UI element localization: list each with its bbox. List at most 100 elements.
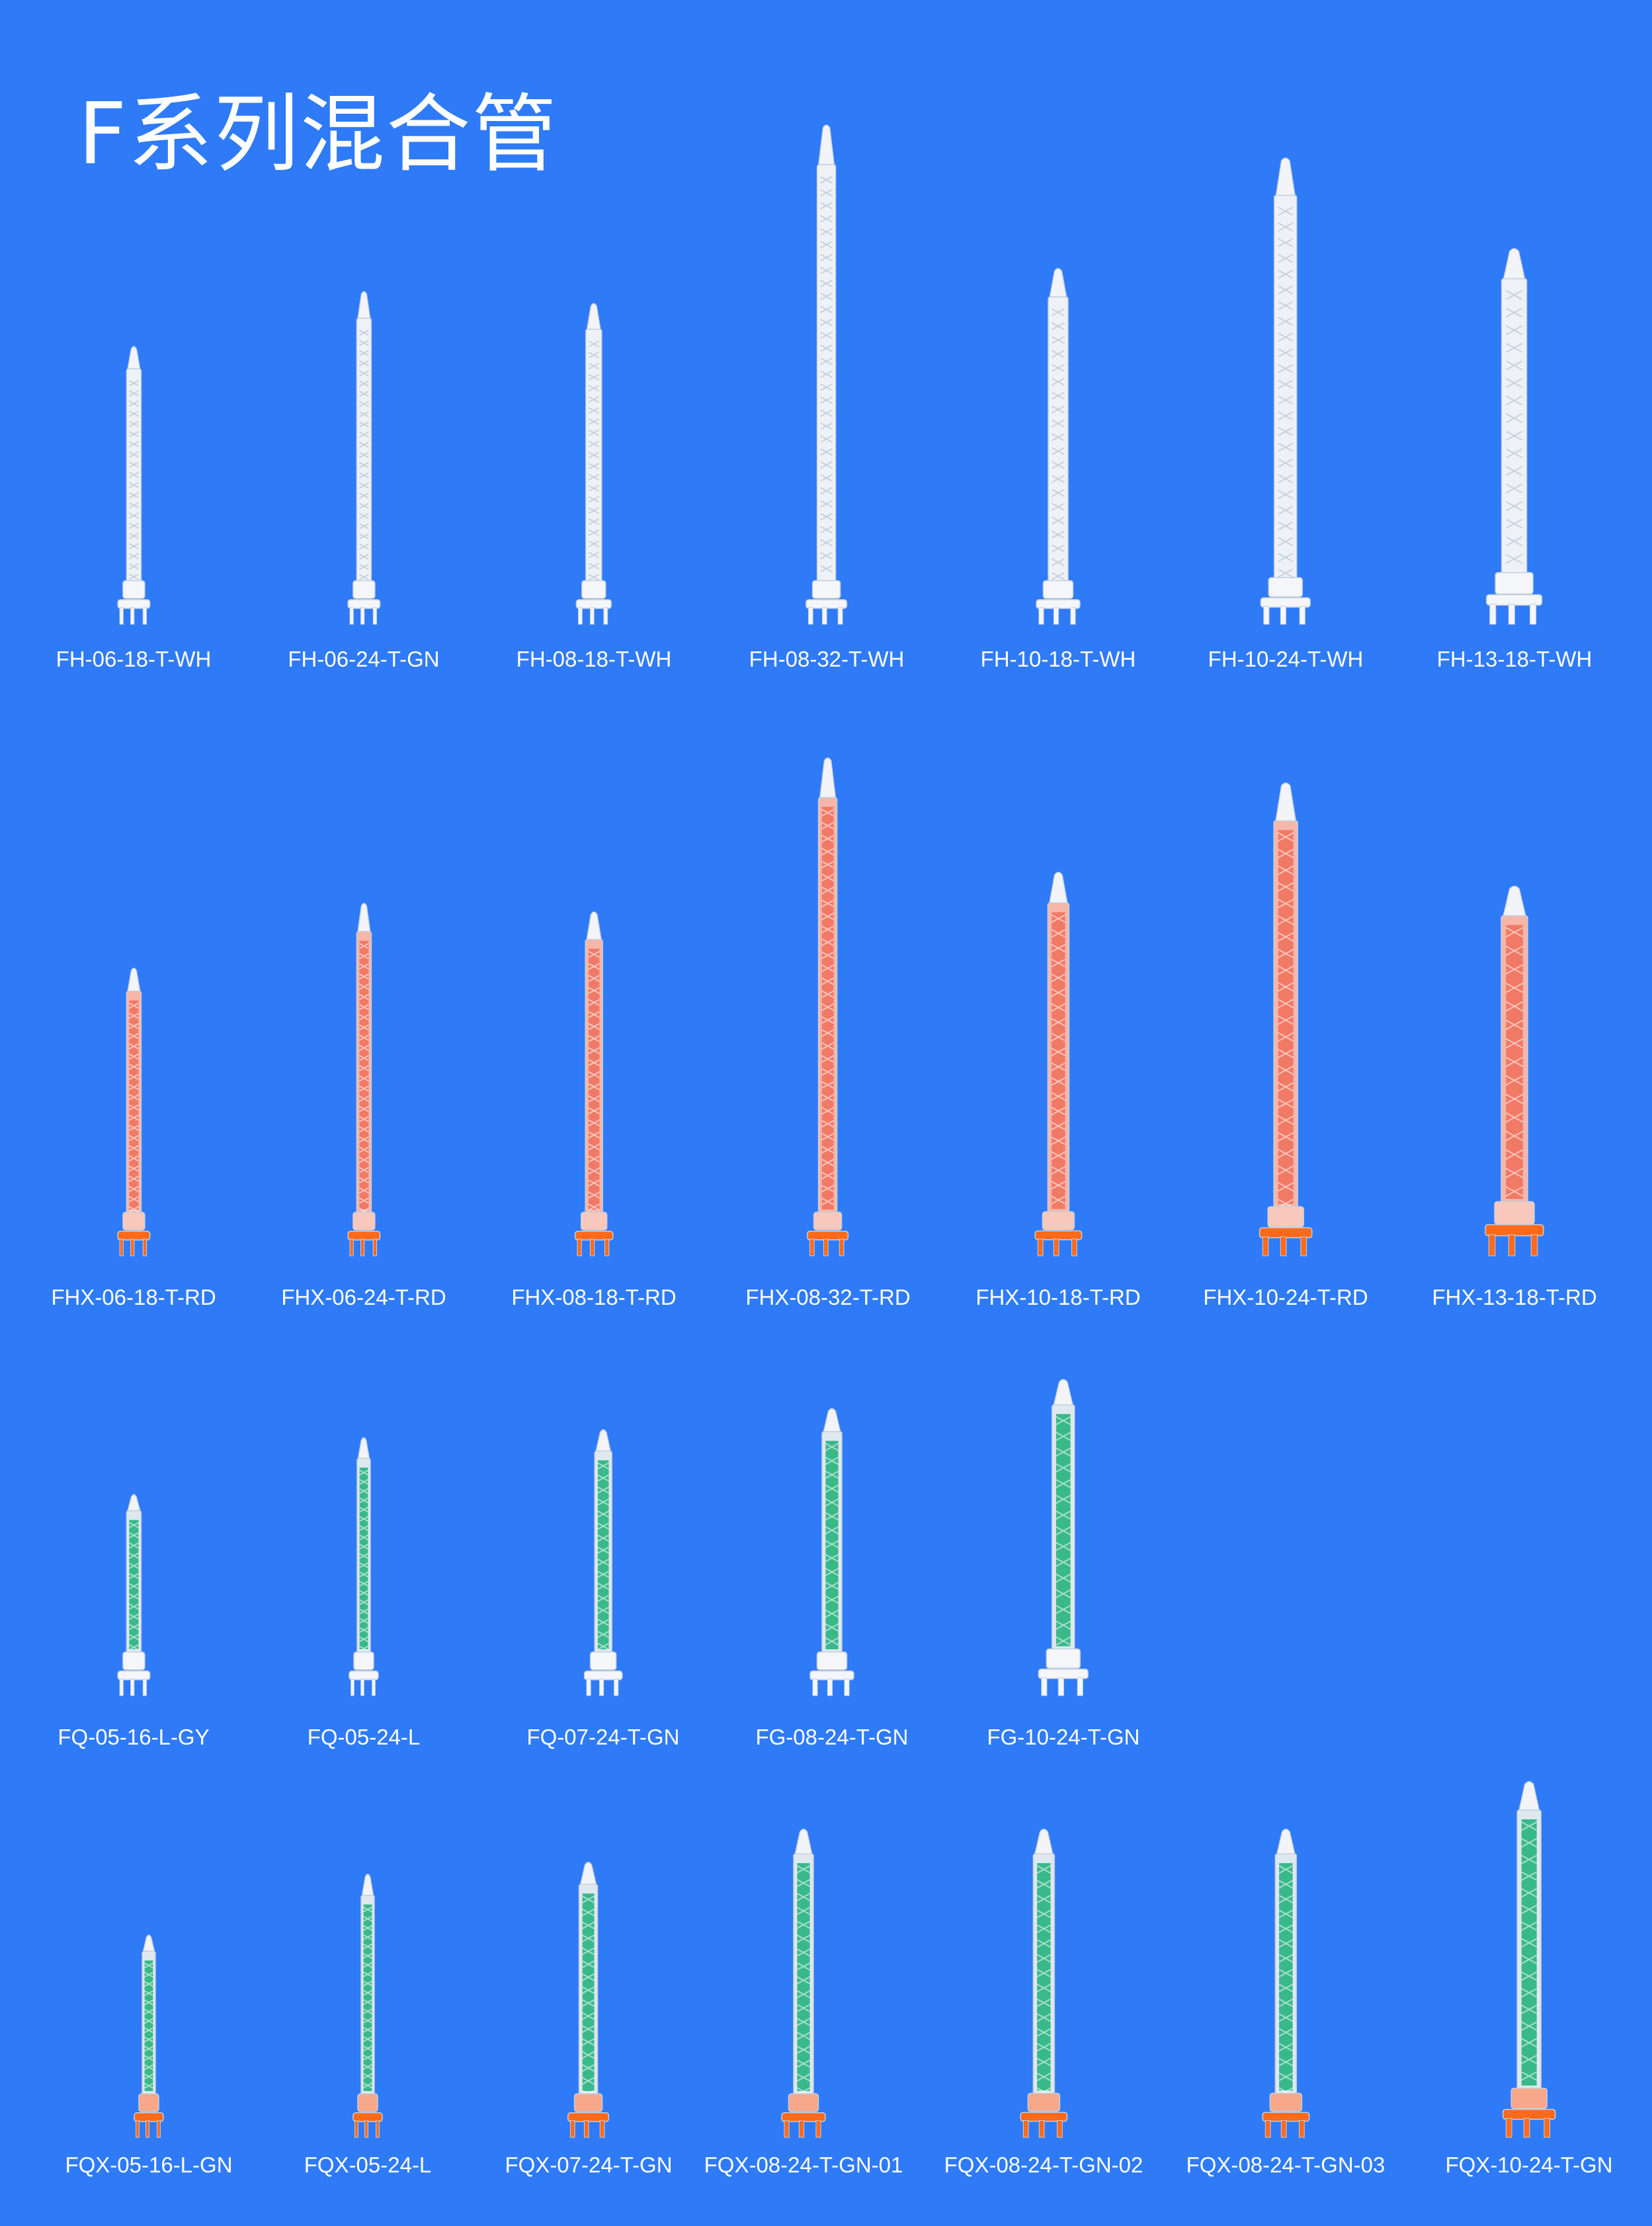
mixer-element <box>796 1920 811 1929</box>
nozzle-collar <box>1042 1211 1075 1231</box>
nozzle-flange <box>349 1670 379 1680</box>
nozzle-tip <box>580 1862 597 1885</box>
mixer-element <box>821 1081 835 1089</box>
nozzle-flange <box>1486 594 1543 606</box>
nozzle-leg <box>364 2120 368 2138</box>
mixer-element <box>821 886 835 895</box>
mixer-element <box>825 1637 839 1646</box>
mixer-element <box>1051 572 1065 581</box>
nozzle-tip <box>356 903 371 932</box>
mixer-element <box>1051 308 1065 317</box>
nozzle-tip <box>587 303 601 330</box>
nozzle-leg <box>1053 607 1059 625</box>
mixer-element <box>1278 380 1294 389</box>
mixer-element <box>358 573 369 581</box>
mixer-element <box>1521 2021 1538 2031</box>
mixer-element <box>363 2026 372 2033</box>
mixer-element <box>1278 1969 1293 1978</box>
mixer-element <box>825 1553 839 1563</box>
mixer-element <box>825 1609 839 1618</box>
nozzle-collar <box>1042 580 1074 599</box>
nozzle-flange <box>1485 1224 1544 1237</box>
nozzle-leg <box>1508 1234 1516 1257</box>
mixer-element <box>358 462 369 469</box>
mixer-element <box>1505 1149 1524 1160</box>
mixer-element <box>821 1016 835 1024</box>
mixer-element <box>358 953 369 960</box>
mixer-element <box>144 2073 153 2080</box>
nozzle-leg <box>136 2120 140 2138</box>
product-code-label: FQX-05-24-L <box>304 2153 432 2177</box>
mixer-element <box>582 2051 595 2059</box>
mixer-element <box>358 1095 369 1102</box>
mixer-element <box>796 2018 811 2026</box>
product-code-label: FQX-08-24-T-GN-01 <box>704 2153 903 2177</box>
mixer-element <box>363 2063 372 2070</box>
mixer-element <box>821 977 835 985</box>
nozzle-flange <box>575 599 612 609</box>
mixer-element <box>1051 392 1065 400</box>
mixer-element <box>820 188 833 197</box>
mixer-element <box>363 1952 372 1959</box>
mixer-element <box>144 2027 153 2034</box>
mixer-element <box>588 362 600 370</box>
mixer-element <box>358 1034 369 1041</box>
mixer-element <box>358 993 369 1001</box>
mixer-element <box>1505 1167 1524 1178</box>
mixer-element <box>1506 536 1523 546</box>
mixer-element <box>820 526 833 534</box>
nozzle-leg <box>1038 607 1044 625</box>
mixer-element <box>820 279 833 288</box>
mixer-element <box>1051 958 1065 968</box>
mixer-element <box>128 390 139 397</box>
mixer-element <box>821 860 835 869</box>
mixer-element <box>1278 222 1294 231</box>
mixer-element <box>359 1488 368 1495</box>
mixer-element <box>820 253 833 262</box>
mixer-element <box>588 474 600 481</box>
nozzle-collar <box>788 2093 819 2112</box>
mixer-element <box>363 1934 372 1940</box>
mixer-element <box>1505 1186 1524 1197</box>
nozzle-flange <box>347 1231 380 1241</box>
mixer-element <box>358 370 369 377</box>
mixer-element <box>588 1071 600 1079</box>
mixer-element <box>1505 1038 1524 1049</box>
mixer-element <box>359 1469 368 1476</box>
mixer-element <box>1506 290 1523 300</box>
mixer-element <box>128 1196 139 1202</box>
mixing-nozzle-image <box>117 968 150 1257</box>
nozzle-leg <box>1038 2120 1045 2138</box>
mixer-element <box>128 512 139 519</box>
mixer-element <box>588 962 600 970</box>
mixer-element <box>1055 1526 1071 1536</box>
nozzle-flange <box>574 1231 614 1241</box>
nozzle-leg <box>130 1678 134 1696</box>
mixer-element <box>1506 483 1523 494</box>
mixer-element <box>128 1012 139 1019</box>
mixer-element <box>359 1581 368 1587</box>
mixer-element <box>588 1059 600 1067</box>
mixer-element <box>825 1512 839 1521</box>
nozzle-leg <box>586 1678 591 1696</box>
mixer-element <box>358 1065 369 1072</box>
mixer-element <box>358 1157 369 1163</box>
mixer-element <box>821 925 835 934</box>
mixer-element <box>1051 530 1065 539</box>
mixer-element <box>1036 1939 1051 1948</box>
nozzle-collar <box>589 1651 617 1670</box>
mixer-element <box>1278 1082 1294 1092</box>
nozzle-leg <box>372 607 377 625</box>
nozzle-leg <box>603 607 608 625</box>
nozzle-tip <box>1503 886 1526 917</box>
mixer-element <box>358 492 369 499</box>
nozzle-collar <box>122 580 145 599</box>
nozzle-leg <box>578 607 583 625</box>
mixer-element <box>363 2017 372 2024</box>
mixer-core <box>583 1893 595 2091</box>
nozzle-tip <box>1503 248 1526 280</box>
mixer-element <box>1036 1983 1051 1993</box>
mixer-element <box>582 2077 595 2085</box>
mixer-core <box>597 1460 609 1649</box>
mixer-element <box>359 1497 368 1504</box>
